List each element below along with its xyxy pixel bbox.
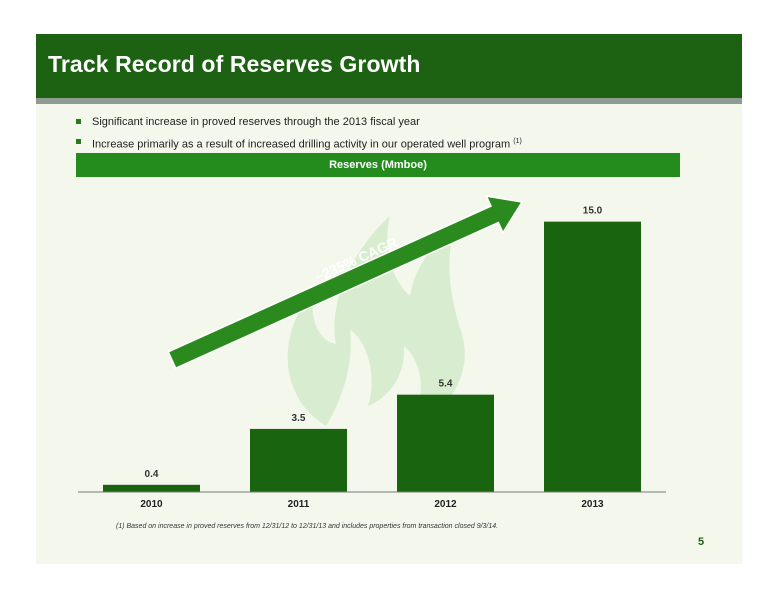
value-label: 5.4 xyxy=(439,379,453,390)
category-label: 2013 xyxy=(581,499,604,510)
category-label: 2012 xyxy=(434,499,457,510)
flame-watermark-icon xyxy=(287,216,465,428)
bar-2010 xyxy=(103,484,200,492)
cagr-arrow-icon xyxy=(167,195,524,370)
bullet-item: Increase primarily as a result of increa… xyxy=(76,132,522,155)
title-bar: Track Record of Reserves Growth xyxy=(36,34,742,98)
chart-title: Reserves (Mmboe) xyxy=(76,153,680,177)
bar-2011 xyxy=(250,428,347,492)
value-label: 3.5 xyxy=(292,413,306,424)
page-number: 5 xyxy=(698,536,705,548)
slide-title: Track Record of Reserves Growth xyxy=(48,51,421,77)
footnote: (1) Based on increase in proved reserves… xyxy=(116,523,499,530)
bullet-square-icon xyxy=(76,139,81,144)
category-label: 2010 xyxy=(140,499,163,510)
footnote-ref: (1) xyxy=(513,138,522,145)
bullet-text: Increase primarily as a result of increa… xyxy=(92,138,511,151)
bullet-item: Significant increase in proved reserves … xyxy=(76,112,522,132)
bullet-text: Significant increase in proved reserves … xyxy=(92,116,420,128)
value-label: 0.4 xyxy=(145,469,159,480)
bullet-square-icon xyxy=(76,119,81,124)
title-divider xyxy=(36,98,742,104)
bullet-list: Significant increase in proved reserves … xyxy=(76,112,522,155)
slide: Track Record of Reserves Growth Signific… xyxy=(36,34,742,564)
category-label: 2011 xyxy=(288,499,310,510)
bar-2012 xyxy=(397,394,494,492)
value-label: 15.0 xyxy=(583,206,603,217)
bar-2013 xyxy=(544,221,641,492)
